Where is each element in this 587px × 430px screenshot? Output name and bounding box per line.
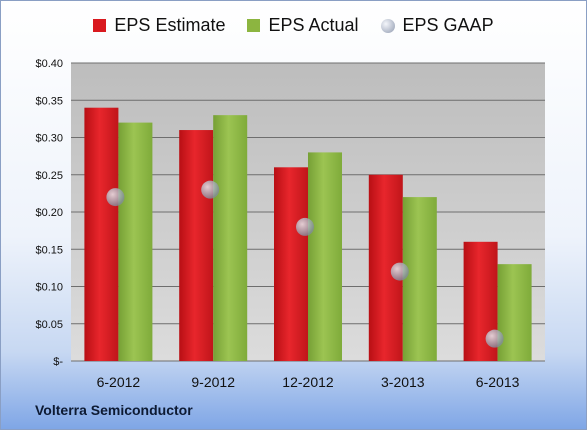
bar-eps-estimate [179,130,214,361]
legend-swatch-eps-actual [247,19,261,32]
y-tick-label: $0.15 [35,244,63,256]
y-tick-label: $0.10 [35,282,63,294]
bar-eps-actual [308,152,342,361]
x-tick-label: 9-2012 [191,374,235,390]
legend-label-eps-actual: EPS Actual [268,15,359,35]
bar-eps-estimate [274,167,308,361]
legend-item-eps-gaap: EPS GAAP [380,15,494,36]
x-tick-label: 3-2013 [381,374,425,390]
y-tick-label: $0.30 [35,133,63,145]
marker-eps-gaap [296,217,314,236]
marker-eps-gaap [106,188,125,207]
marker-eps-gaap [485,329,504,348]
marker-eps-gaap [201,180,220,199]
x-tick-label: 12-2012 [282,374,334,390]
bar-eps-actual [213,115,248,362]
legend-item-eps-actual: EPS Actual [247,15,359,36]
marker-eps-gaap [390,262,409,281]
legend-swatch-eps-gaap [380,18,395,33]
legend-label-eps-estimate: EPS Estimate [114,15,226,35]
company-name: Volterra Semiconductor [35,402,193,418]
legend-item-eps-estimate: EPS Estimate [93,15,225,36]
bar-eps-estimate [84,107,119,361]
x-tick-label: 6-2013 [476,374,520,390]
x-tick-label: 6-2012 [97,374,141,390]
bar-eps-actual [402,197,437,361]
y-tick-label: $0.35 [35,95,63,107]
bar-eps-actual [118,122,153,361]
y-tick-label: $0.05 [35,319,63,331]
y-tick-label: $0.25 [35,170,63,182]
y-tick-label: $0.40 [35,58,63,70]
legend-label-eps-gaap: EPS GAAP [402,15,494,35]
chart-legend: EPS Estimate EPS Actual EPS GAAP [1,15,586,36]
y-tick-label: $- [53,356,63,368]
bar-eps-actual [497,264,532,361]
y-tick-label: $0.20 [35,207,63,219]
legend-swatch-eps-estimate [93,19,107,32]
